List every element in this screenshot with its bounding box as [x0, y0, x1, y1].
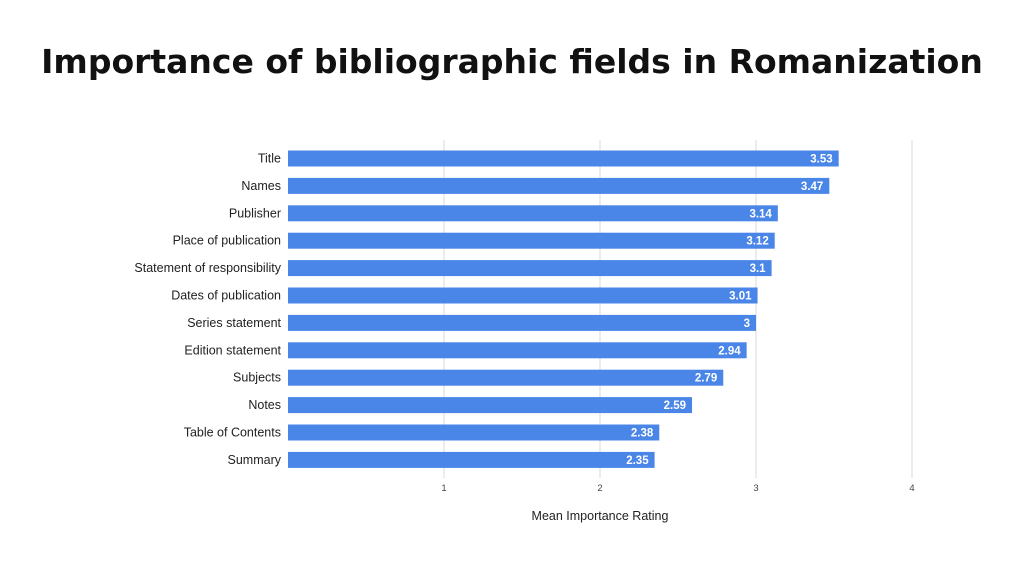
x-axis-title: Mean Importance Rating — [532, 509, 669, 523]
bar-value-label: 2.59 — [664, 400, 686, 412]
x-tick-label: 4 — [909, 483, 914, 494]
bar-value-label: 2.38 — [631, 428, 654, 440]
bar-value-label: 3 — [744, 318, 750, 330]
category-label: Title — [258, 152, 281, 166]
bar-value-label: 3.12 — [746, 236, 768, 248]
bar — [288, 287, 758, 304]
category-label: Subjects — [233, 371, 281, 385]
bar — [288, 397, 693, 414]
x-tick-label: 3 — [753, 483, 758, 494]
bars: 3.53 3.47 3.14 3.12 3.1 3.01 3 2.94 2.79 2.59 2.38… — [288, 150, 839, 468]
bar — [288, 232, 775, 249]
category-label: Statement of responsibility — [134, 261, 281, 275]
x-tick-labels: 1 2 3 4 — [441, 483, 914, 494]
bar — [288, 314, 756, 331]
bar-value-label: 3.53 — [810, 154, 832, 166]
bar-value-label: 3.47 — [801, 181, 823, 193]
chart-title: Importance of bibliographic fields in Ro… — [41, 42, 983, 81]
bar — [288, 342, 747, 359]
category-label: Table of Contents — [184, 426, 281, 440]
bar — [288, 451, 655, 468]
bar — [288, 424, 660, 441]
category-labels: Title Names Publisher Place of publication S… — [134, 152, 281, 467]
bar-value-label: 2.35 — [626, 455, 649, 467]
x-tick-label: 1 — [441, 483, 446, 494]
bar — [288, 150, 839, 167]
category-label: Names — [241, 179, 281, 193]
bar-value-label: 3.1 — [750, 263, 767, 275]
category-label: Edition statement — [184, 343, 281, 357]
category-label: Notes — [248, 398, 281, 412]
bar-value-label: 3.14 — [749, 208, 772, 220]
bar — [288, 205, 778, 222]
bar-value-label: 3.01 — [729, 291, 752, 303]
bar-value-label: 2.94 — [718, 345, 741, 357]
category-label: Summary — [228, 453, 282, 467]
gridlines — [443, 140, 913, 478]
bar-value-label: 2.79 — [695, 373, 717, 385]
category-label: Dates of publication — [171, 289, 281, 303]
category-label: Place of publication — [173, 234, 281, 248]
bar — [288, 260, 772, 277]
category-label: Publisher — [229, 206, 281, 220]
x-tick-label: 2 — [597, 483, 602, 494]
category-label: Series statement — [187, 316, 281, 330]
bar — [288, 177, 830, 194]
bar — [288, 369, 724, 386]
